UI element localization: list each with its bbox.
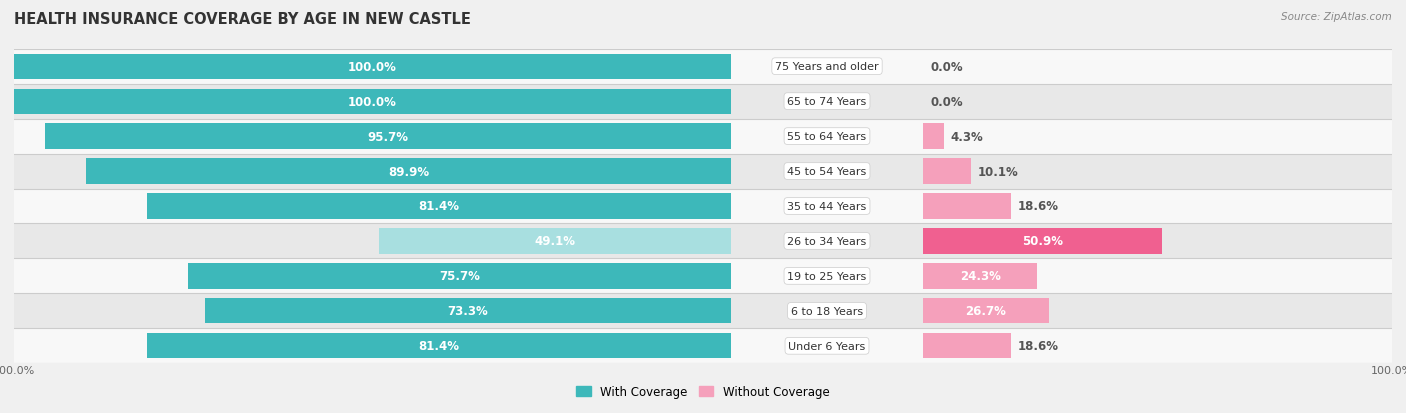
- Text: 0.0%: 0.0%: [931, 95, 963, 108]
- Text: 26 to 34 Years: 26 to 34 Years: [787, 236, 866, 247]
- Bar: [0, 50, 1406, 84]
- Text: 26.7%: 26.7%: [966, 305, 1007, 318]
- Bar: [0, 259, 1406, 294]
- Bar: [14, 89, 731, 114]
- Bar: [924, 333, 1011, 358]
- Bar: [0, 189, 1406, 224]
- Bar: [0, 259, 1406, 294]
- Bar: [0, 154, 1406, 189]
- Text: 0.0%: 0.0%: [931, 61, 963, 74]
- Bar: [924, 229, 1161, 254]
- Bar: [924, 299, 1049, 324]
- Bar: [0, 294, 1406, 329]
- Text: 24.3%: 24.3%: [960, 270, 1001, 283]
- Text: HEALTH INSURANCE COVERAGE BY AGE IN NEW CASTLE: HEALTH INSURANCE COVERAGE BY AGE IN NEW …: [14, 12, 471, 27]
- Text: 75.7%: 75.7%: [439, 270, 479, 283]
- Text: 73.3%: 73.3%: [447, 305, 488, 318]
- Text: 19 to 25 Years: 19 to 25 Years: [787, 271, 866, 281]
- Bar: [0, 294, 1406, 329]
- Bar: [148, 194, 731, 219]
- Bar: [0, 259, 1406, 294]
- Text: 6 to 18 Years: 6 to 18 Years: [792, 306, 863, 316]
- Bar: [205, 299, 731, 324]
- Bar: [86, 159, 731, 184]
- Bar: [924, 194, 1011, 219]
- Text: 95.7%: 95.7%: [367, 130, 408, 143]
- Bar: [0, 189, 1406, 224]
- Bar: [0, 84, 1406, 119]
- Bar: [0, 224, 1406, 259]
- Bar: [0, 154, 1406, 189]
- Bar: [0, 84, 1406, 119]
- Bar: [0, 224, 1406, 259]
- Bar: [188, 263, 731, 289]
- Bar: [0, 294, 1406, 329]
- Text: 18.6%: 18.6%: [1018, 200, 1059, 213]
- Bar: [0, 189, 1406, 224]
- Text: 100.0%: 100.0%: [347, 95, 396, 108]
- Text: 35 to 44 Years: 35 to 44 Years: [787, 202, 866, 211]
- Bar: [0, 154, 1406, 189]
- Bar: [0, 84, 1406, 119]
- Bar: [0, 50, 1406, 84]
- Text: 89.9%: 89.9%: [388, 165, 429, 178]
- Bar: [0, 119, 1406, 154]
- Text: Source: ZipAtlas.com: Source: ZipAtlas.com: [1281, 12, 1392, 22]
- Bar: [378, 229, 731, 254]
- Bar: [924, 159, 970, 184]
- Bar: [0, 224, 1406, 259]
- Text: Under 6 Years: Under 6 Years: [789, 341, 866, 351]
- Text: 75 Years and older: 75 Years and older: [775, 62, 879, 72]
- Text: 50.9%: 50.9%: [1022, 235, 1063, 248]
- Text: 45 to 54 Years: 45 to 54 Years: [787, 166, 866, 177]
- Text: 4.3%: 4.3%: [950, 130, 983, 143]
- Bar: [0, 119, 1406, 154]
- Bar: [0, 119, 1406, 154]
- Bar: [0, 329, 1406, 363]
- Bar: [0, 329, 1406, 363]
- Text: 55 to 64 Years: 55 to 64 Years: [787, 132, 866, 142]
- Text: 18.6%: 18.6%: [1018, 339, 1059, 352]
- Bar: [0, 50, 1406, 84]
- Text: 100.0%: 100.0%: [347, 61, 396, 74]
- Bar: [14, 55, 731, 80]
- Text: 10.1%: 10.1%: [977, 165, 1018, 178]
- Text: 81.4%: 81.4%: [419, 339, 460, 352]
- Legend: With Coverage, Without Coverage: With Coverage, Without Coverage: [572, 381, 834, 403]
- Bar: [0, 329, 1406, 363]
- Bar: [924, 124, 943, 150]
- Text: 81.4%: 81.4%: [419, 200, 460, 213]
- Text: 65 to 74 Years: 65 to 74 Years: [787, 97, 866, 107]
- Bar: [924, 263, 1038, 289]
- Bar: [148, 333, 731, 358]
- Bar: [45, 124, 731, 150]
- Text: 49.1%: 49.1%: [534, 235, 575, 248]
